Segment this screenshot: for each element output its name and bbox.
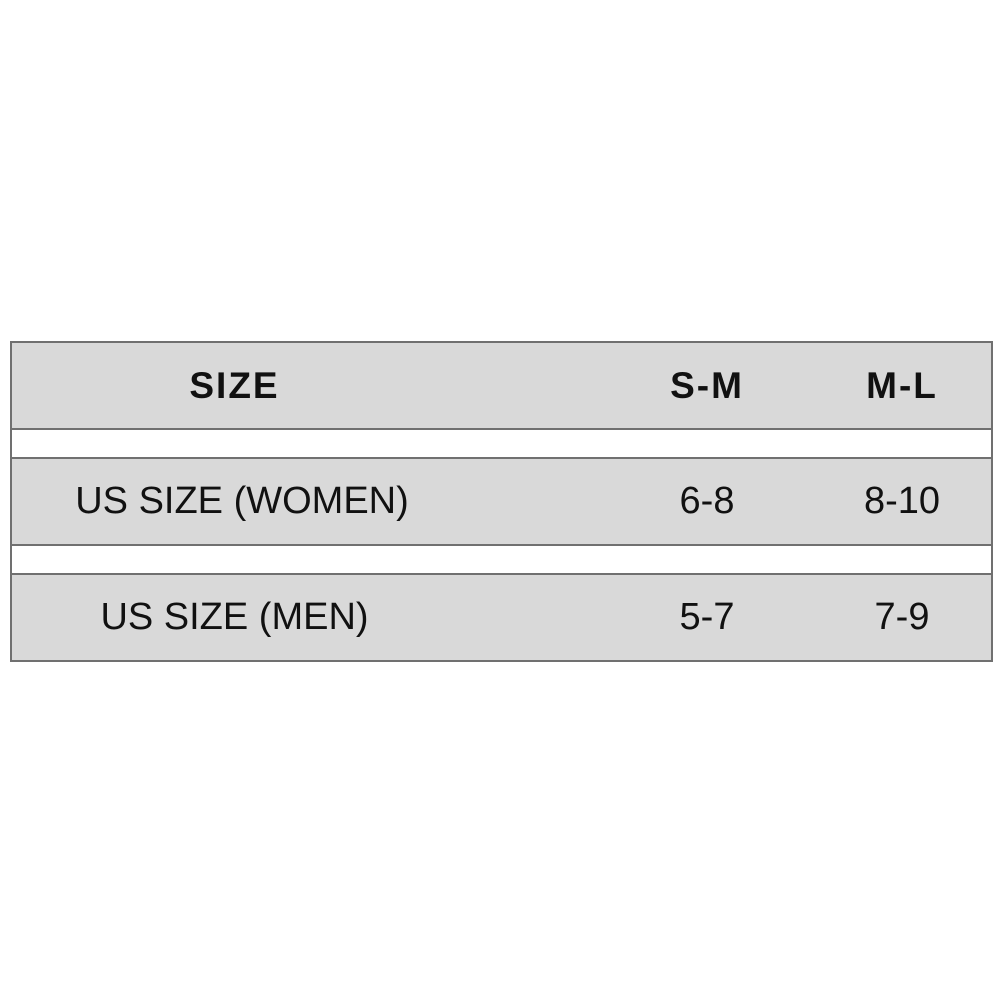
spacer-row (12, 428, 991, 457)
header-s-m: S-M (670, 364, 744, 406)
row-value-s-m: 6-8 (679, 480, 735, 522)
table-row-men: US SIZE (MEN) 5-7 7-9 (12, 573, 991, 662)
row-label: US SIZE (MEN) (100, 596, 369, 638)
header-row: SIZE S-M M-L (12, 341, 991, 428)
spacer-row (12, 544, 991, 573)
header-m-l: M-L (866, 364, 938, 406)
row-value-m-l: 8-10 (863, 480, 941, 522)
header-size: SIZE (189, 364, 280, 406)
row-value-m-l: 7-9 (874, 596, 930, 638)
row-label: US SIZE (WOMEN) (75, 480, 409, 522)
size-chart-table: SIZE S-M M-L US SIZE (WOMEN) 6-8 8-10 US… (10, 341, 993, 662)
table-row-women: US SIZE (WOMEN) 6-8 8-10 (12, 457, 991, 544)
row-value-s-m: 5-7 (679, 596, 735, 638)
